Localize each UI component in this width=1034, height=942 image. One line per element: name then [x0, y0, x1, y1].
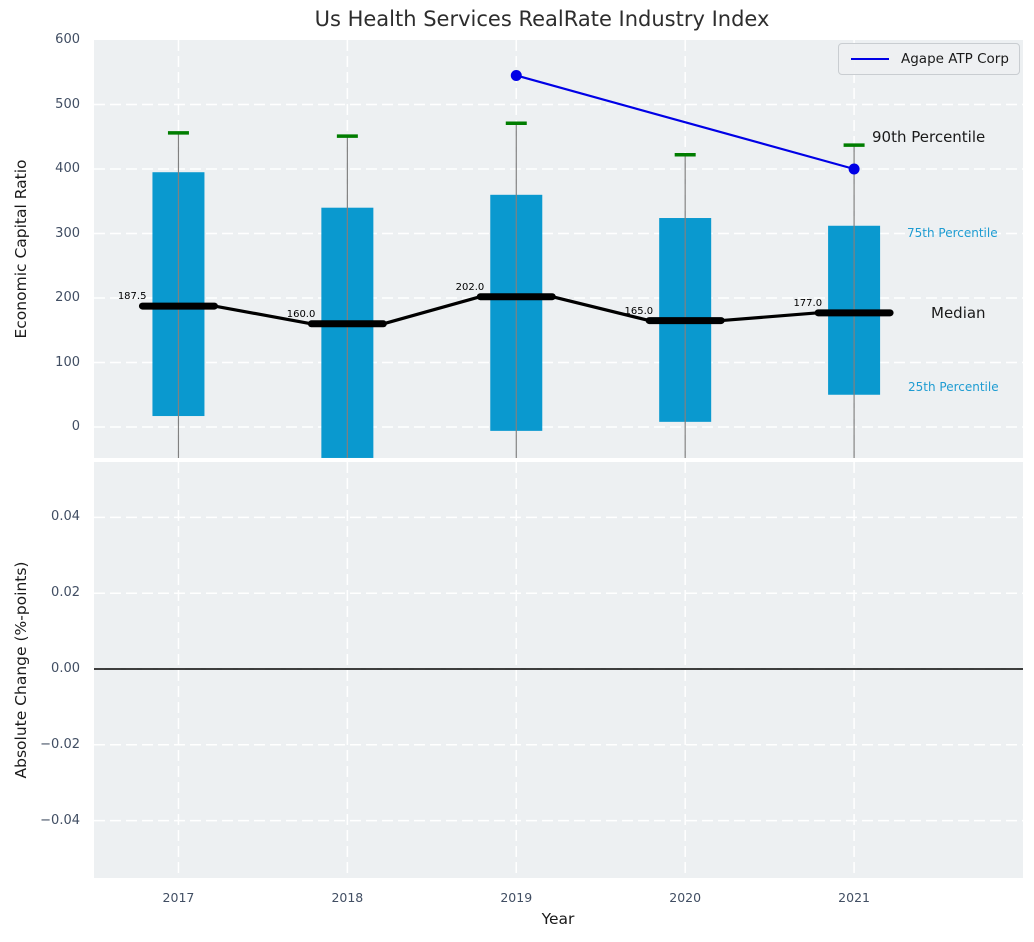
y-tick-label-bottom: 0.00 [51, 661, 80, 676]
annotation-25th-percentile: 25th Percentile [908, 380, 999, 394]
median-value-label: 160.0 [286, 308, 316, 320]
bottom-axes-background [94, 462, 1023, 878]
legend-line-sample [851, 58, 889, 60]
median-value-label: 177.0 [793, 297, 823, 309]
y-tick-label-top: 0 [71, 419, 80, 434]
chart-title: Us Health Services RealRate Industry Ind… [314, 7, 770, 31]
y-tick-label-bottom: −0.02 [40, 736, 80, 752]
y-tick-label-top: 200 [55, 290, 80, 305]
agape-point [510, 69, 522, 81]
median-connector-line [382, 295, 481, 326]
y-tick-label-bottom: −0.04 [40, 812, 80, 828]
top-axes-background [94, 40, 1023, 458]
y-tick-label-top: 100 [55, 354, 80, 370]
x-tick-label: 2021 [838, 890, 870, 905]
y-axis-label-top: Economic Capital Ratio [12, 159, 30, 339]
x-tick-label: 2020 [669, 890, 702, 905]
y-tick-label-top: 300 [55, 225, 80, 241]
annotation-75th-percentile: 75th Percentile [907, 226, 998, 240]
x-axis-label: Year [541, 910, 575, 928]
y-tick-label-bottom: 0.02 [51, 585, 80, 601]
legend-label: Agape ATP Corp [901, 51, 1009, 67]
agape-point [848, 163, 860, 175]
median-connector-line [721, 311, 819, 323]
x-tick-label: 2017 [162, 890, 195, 905]
annotation-90th-percentile: 90th Percentile [872, 128, 986, 146]
median-connector-line [551, 295, 650, 323]
y-tick-label-top: 400 [55, 161, 80, 176]
annotation-median: Median [931, 304, 986, 322]
x-tick-label: 2018 [331, 890, 364, 905]
y-tick-label-bottom: 0.04 [51, 509, 80, 525]
agape-line [515, 74, 855, 171]
y-tick-label-top: 500 [55, 96, 80, 112]
median-value-label: 202.0 [455, 281, 485, 293]
legend-box: Agape ATP Corp [838, 43, 1020, 75]
median-value-label: 165.0 [624, 305, 654, 317]
x-tick-label: 2019 [500, 890, 533, 905]
median-connector-line [214, 304, 312, 326]
y-tick-label-top: 600 [55, 32, 80, 47]
median-value-label: 187.5 [117, 291, 147, 303]
